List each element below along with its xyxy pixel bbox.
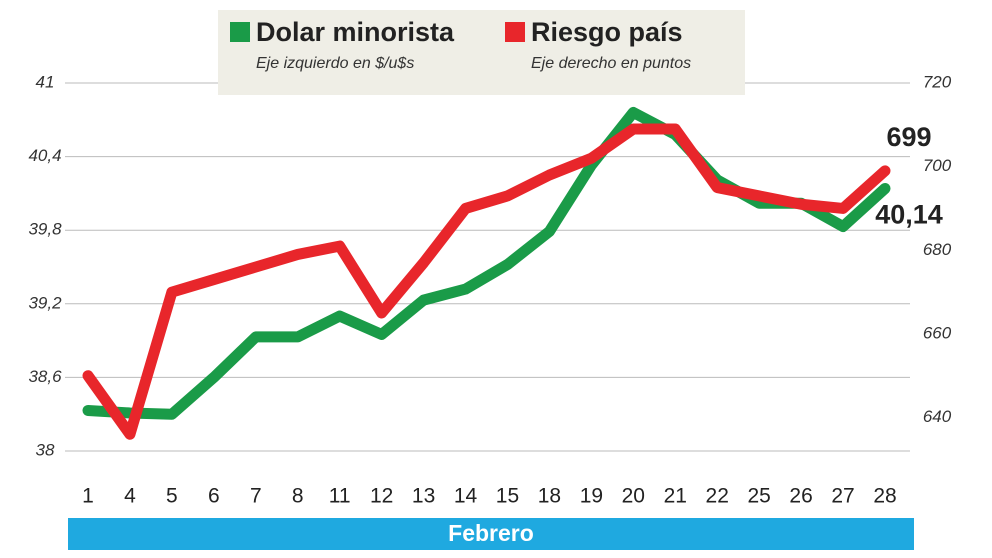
y-tick-label: 40,4 (28, 146, 61, 165)
x-tick-label: 25 (747, 485, 770, 508)
x-tick-label: 14 (454, 485, 478, 508)
x-tick-label: 22 (706, 485, 729, 508)
legend-label: Dolar minorista (256, 17, 455, 47)
y-tick-label: 41 (36, 72, 55, 91)
y-tick-label: 39,8 (28, 220, 62, 239)
x-tick-label: 5 (166, 485, 178, 508)
x-tick-label: 21 (664, 485, 687, 508)
y-tick-label: 38,6 (28, 367, 62, 386)
value-label: 699 (886, 122, 931, 152)
x-tick-label: 18 (538, 485, 561, 508)
legend-swatch (230, 22, 250, 42)
x-tick-label: 12 (370, 485, 393, 508)
x-tick-label: 1 (82, 485, 94, 508)
x-tick-label: 26 (789, 485, 812, 508)
legend-box (218, 10, 745, 95)
x-tick-label: 6 (208, 485, 220, 508)
y2-tick-label: 680 (923, 240, 952, 259)
axis-note: Eje izquierdo en $/u$s (256, 55, 414, 72)
x-tick-label: 4 (124, 485, 136, 508)
x-tick-label: 20 (622, 485, 645, 508)
y2-tick-label: 640 (923, 407, 952, 426)
y-tick-label: 38 (36, 440, 55, 459)
x-tick-label: 19 (580, 485, 603, 508)
x-tick-label: 11 (329, 485, 351, 508)
series-line (82, 123, 891, 440)
x-tick-label: 13 (412, 485, 435, 508)
x-axis-label: Febrero (448, 520, 534, 546)
series-line (82, 106, 891, 420)
x-tick-label: 27 (831, 485, 854, 508)
x-tick-label: 28 (873, 485, 896, 508)
x-label-band (68, 518, 914, 550)
y2-tick-label: 700 (923, 156, 952, 175)
value-label: 40,14 (875, 200, 943, 230)
y-tick-label: 39,2 (28, 293, 62, 312)
legend-label: Riesgo país (531, 17, 683, 47)
axis-note: Eje derecho en puntos (531, 55, 691, 72)
x-tick-label: 15 (496, 485, 519, 508)
x-tick-label: 8 (292, 485, 304, 508)
legend-swatch (505, 22, 525, 42)
x-tick-label: 7 (250, 485, 262, 508)
y2-tick-label: 660 (923, 323, 952, 342)
y2-tick-label: 720 (923, 72, 952, 91)
